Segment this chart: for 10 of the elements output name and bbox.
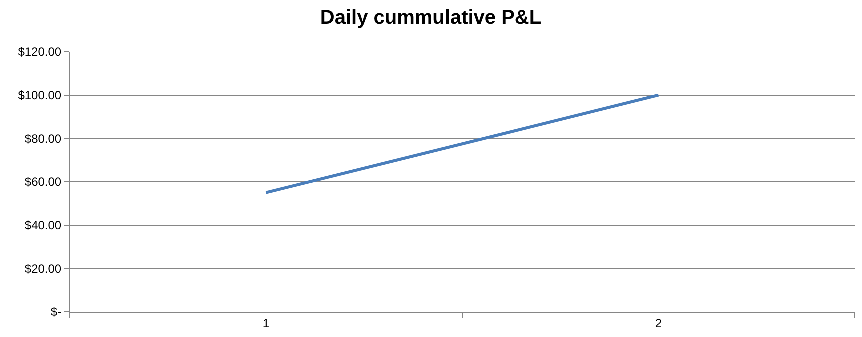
y-tick-label: $100.00 — [18, 88, 62, 103]
y-tick-label: $80.00 — [24, 132, 62, 146]
chart-title: Daily cummulative P&L — [320, 7, 542, 30]
y-tick-label: $- — [50, 305, 62, 320]
y-tick-label: $20.00 — [24, 262, 62, 276]
y-tick-label: $120.00 — [18, 45, 62, 60]
x-tick-label: 2 — [655, 316, 662, 330]
y-tick-label: $40.00 — [24, 218, 62, 233]
x-tick-label: 1 — [262, 316, 270, 330]
y-tick-label: $60.00 — [24, 175, 62, 190]
